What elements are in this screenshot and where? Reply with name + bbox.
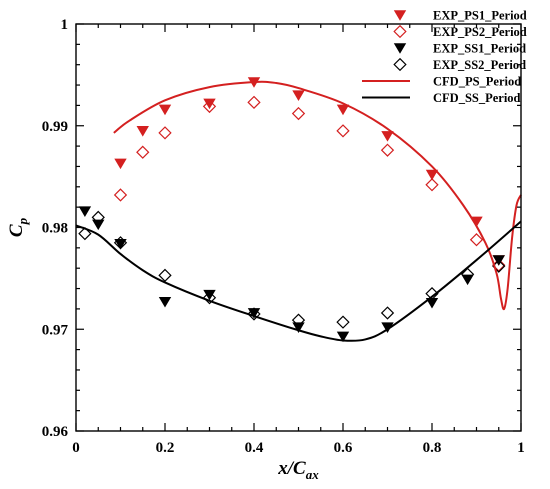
series-cfd-ps-period <box>113 80 522 311</box>
x-tick-label: 0.8 <box>423 440 442 456</box>
data-point <box>336 315 350 329</box>
data-point <box>492 259 506 273</box>
data-point <box>291 106 306 121</box>
legend-item-exp-ss2-period: EXP_SS2_Period <box>393 57 526 72</box>
series-line <box>75 220 522 342</box>
data-point <box>136 145 150 159</box>
data-point <box>158 126 172 140</box>
legend: EXP_PS1_Period EXP_PS2_Period EXP_SS1_Peri… <box>362 9 527 105</box>
series-line <box>113 80 522 311</box>
data-point <box>113 236 128 250</box>
legend-marker-swatch <box>393 24 407 39</box>
y-tick-label: 0.97 <box>42 322 69 338</box>
legend-label: CFD_SS_Period <box>433 91 521 105</box>
y-tick-label: 0.99 <box>42 119 68 135</box>
y-axis-label: Cp <box>6 217 30 237</box>
data-point <box>158 296 172 308</box>
series-cfd-ss-period <box>75 220 522 342</box>
x-axis-label: x/Cax <box>277 458 319 482</box>
legend-label: EXP_PS1_Period <box>433 9 527 23</box>
legend-item-exp-ps1-period: EXP_PS1_Period <box>393 9 527 23</box>
data-point <box>425 169 439 181</box>
data-point <box>91 210 105 224</box>
legend-item-cfd-ss-period: CFD_SS_Period <box>362 91 521 105</box>
series-exp-ps2-period <box>113 95 506 272</box>
x-tick-label: 0.4 <box>245 440 264 456</box>
data-point <box>202 291 217 305</box>
data-point <box>291 313 306 327</box>
data-point <box>78 206 92 217</box>
data-point <box>380 306 395 320</box>
series-exp-ps1-period <box>114 77 505 266</box>
y-tick-label: 0.98 <box>42 221 68 237</box>
data-point <box>158 104 172 116</box>
series-exp-ss1-period <box>78 206 505 343</box>
data-point <box>336 104 350 116</box>
data-point <box>158 268 172 282</box>
data-point <box>380 143 395 157</box>
legend-marker-swatch <box>393 10 407 21</box>
data-point <box>113 188 128 202</box>
x-tick-label: 1 <box>517 440 525 456</box>
y-tick-label: 1 <box>61 17 69 33</box>
data-point <box>247 307 261 321</box>
data-point <box>136 126 149 137</box>
legend-label: CFD_PS_Period <box>433 75 521 89</box>
legend-label: EXP_SS1_Period <box>433 42 526 56</box>
x-tick-label: 0.2 <box>156 440 175 456</box>
data-point <box>336 331 350 343</box>
legend-item-exp-ps2-period: EXP_PS2_Period <box>393 24 527 39</box>
data-point <box>469 233 484 247</box>
y-tick-label: 0.96 <box>42 424 69 440</box>
data-point <box>460 267 475 281</box>
data-point <box>114 238 127 250</box>
legend-item-exp-ss1-period: EXP_SS1_Period <box>393 42 526 56</box>
series-layer <box>75 77 522 343</box>
x-tick-label: 0.6 <box>334 440 353 456</box>
legend-marker-swatch <box>393 43 407 54</box>
data-point <box>78 226 92 241</box>
data-point <box>336 124 350 138</box>
legend-label: EXP_PS2_Period <box>433 25 527 39</box>
legend-marker-swatch <box>393 57 407 72</box>
data-point <box>425 297 439 309</box>
legend-item-cfd-ps-period: CFD_PS_Period <box>362 75 521 89</box>
data-point <box>92 219 105 231</box>
data-point <box>492 258 506 272</box>
data-point <box>114 158 127 170</box>
series-exp-ss2-period <box>78 210 506 329</box>
x-tick-label: 0 <box>72 440 80 456</box>
data-point <box>425 178 439 192</box>
data-point <box>292 90 305 101</box>
legend-label: EXP_SS2_Period <box>433 58 526 72</box>
ticks-layer: 0 0.2 0.4 0.6 0.8 1 0.96 0.97 0.98 0.99 1 <box>42 17 525 456</box>
data-point <box>202 99 217 114</box>
data-point <box>381 131 394 142</box>
data-point <box>292 322 305 333</box>
data-point <box>247 95 261 109</box>
data-point <box>425 286 439 301</box>
